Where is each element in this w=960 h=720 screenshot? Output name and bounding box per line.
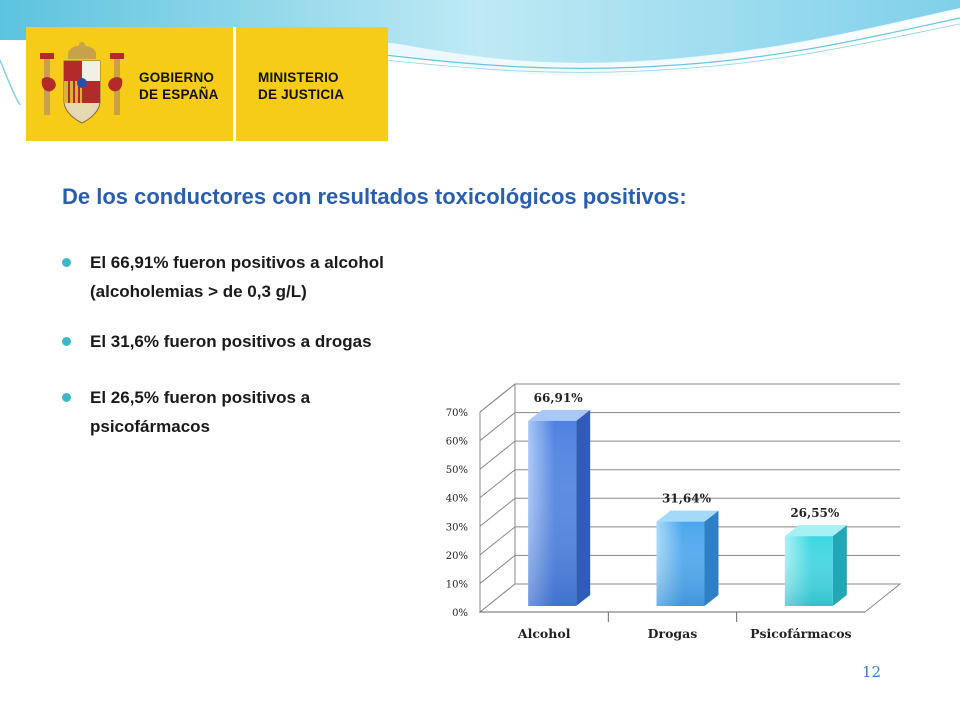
bar-chart: 0% 10% 20% 30% 40% 50% 60% 70% 66,91% Alcohol 31,6… <box>446 382 902 641</box>
x-tick-label: Psicofármacos <box>750 626 852 641</box>
gridline-diagonal <box>479 555 516 584</box>
bar-shade <box>656 521 705 606</box>
decorative-wave-header <box>0 0 960 106</box>
government-logo: GOBIERNO DE ESPAÑA MINISTERIO DE JUSTICI… <box>26 27 388 141</box>
bullet-text: El 26,5% fueron positivos a psicofármaco… <box>90 383 310 441</box>
bullet-dot-icon <box>62 393 71 402</box>
logo-text-line3: MINISTERIO <box>258 70 339 85</box>
bar-shade <box>528 420 577 606</box>
bar-side <box>704 510 719 606</box>
y-tick-label: 40% <box>446 494 468 505</box>
y-tick-label: 10% <box>446 579 468 590</box>
bullet-line: psicofármacos <box>90 417 210 436</box>
y-tick-label: 30% <box>446 522 468 533</box>
gridline-diagonal <box>479 497 516 527</box>
bullet-dot-icon <box>62 337 71 346</box>
bar-top <box>528 409 591 421</box>
logo-text-line1: GOBIERNO <box>139 70 215 85</box>
gridline-diagonal <box>479 383 516 413</box>
coat-of-arms-icon <box>40 42 124 124</box>
gridline-diagonal <box>479 526 516 556</box>
bullet-line: El 66,91% fueron positivos a alcohol <box>90 253 384 272</box>
bullet-line: (alcoholemias > de 0,3 g/L) <box>90 282 307 301</box>
logo-divider <box>233 27 236 141</box>
bar-top <box>656 510 719 522</box>
bar-side <box>576 409 591 606</box>
page-number: 12 <box>862 663 882 681</box>
gridline-diagonal <box>479 412 516 441</box>
data-label: 26,55% <box>790 506 840 520</box>
bar-top <box>784 525 847 537</box>
bullet-text: El 31,6% fueron positivos a drogas <box>90 327 372 356</box>
y-tick-label: 60% <box>446 437 468 448</box>
data-label: 31,64% <box>662 492 712 506</box>
x-tick-label: Alcohol <box>517 626 571 641</box>
y-tick-label: 0% <box>452 608 468 619</box>
y-tick-label: 50% <box>446 465 468 476</box>
x-tick-label: Drogas <box>648 626 698 641</box>
bullet-line: El 26,5% fueron positivos a <box>90 388 311 407</box>
y-tick-label: 70% <box>446 408 468 419</box>
bar-side <box>832 525 847 606</box>
y-tick-label: 20% <box>446 551 468 562</box>
gridline-diagonal <box>479 469 516 499</box>
bullet-dot-icon <box>62 258 71 267</box>
logo-text-line4: DE JUSTICIA <box>258 87 345 102</box>
chart-side-wall <box>479 382 516 614</box>
bullet-line: El 31,6% fueron positivos a drogas <box>90 332 372 351</box>
bar-shade <box>784 536 833 606</box>
data-label: 66,91% <box>534 391 584 405</box>
logo-text-line2: DE ESPAÑA <box>139 87 219 102</box>
gridline-diagonal <box>479 440 516 470</box>
slide-title: De los conductores con resultados toxico… <box>62 184 687 209</box>
bullet-text: El 66,91% fueron positivos a alcohol (al… <box>90 248 384 306</box>
